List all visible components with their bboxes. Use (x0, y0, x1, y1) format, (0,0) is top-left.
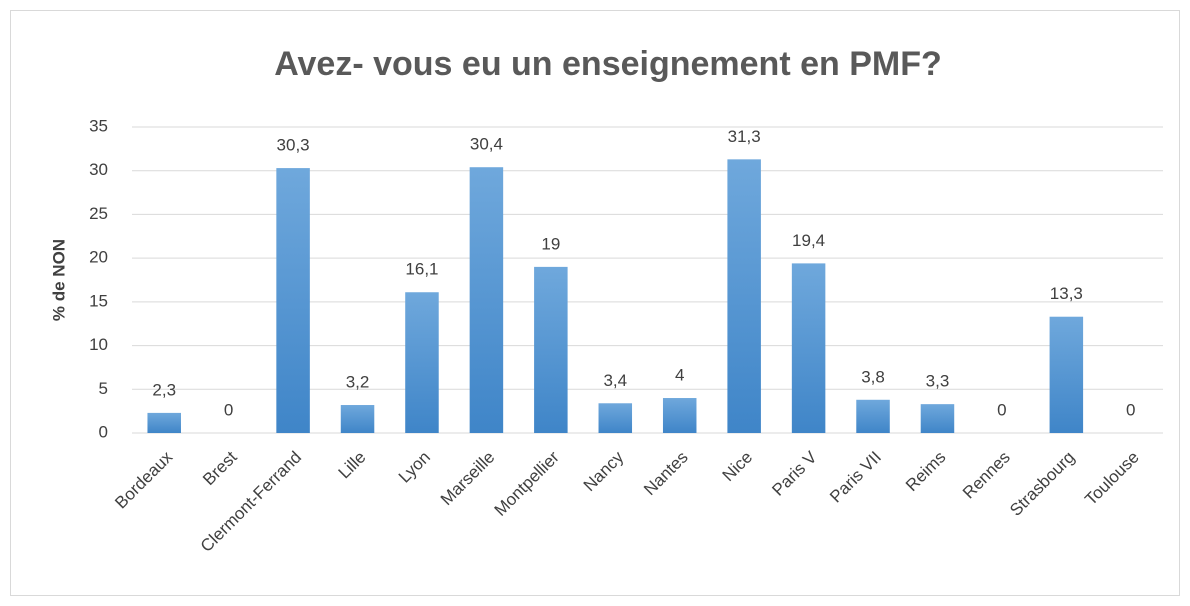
bar (856, 399, 890, 433)
bar (405, 292, 439, 433)
data-label: 4 (675, 366, 684, 385)
data-label: 31,3 (728, 127, 761, 146)
data-label: 3,4 (603, 371, 627, 390)
data-label: 30,4 (470, 135, 503, 154)
bar (727, 159, 761, 433)
y-tick-label: 30 (89, 160, 108, 179)
chart-border (10, 10, 1180, 596)
data-label: 16,1 (405, 260, 438, 279)
bar (662, 398, 697, 433)
data-label: 19 (541, 234, 560, 253)
y-tick-label: 0 (99, 422, 108, 441)
data-label: 3,8 (861, 367, 885, 386)
y-tick-label: 5 (99, 379, 108, 398)
bar (340, 405, 375, 433)
data-label: 0 (1126, 400, 1135, 419)
bar (276, 168, 310, 433)
data-label: 0 (997, 400, 1006, 419)
y-tick-label: 15 (89, 291, 108, 310)
data-label: 13,3 (1050, 284, 1083, 303)
chart-title: Avez- vous eu un enseignement en PMF? (274, 45, 942, 83)
bar (469, 167, 504, 433)
y-tick-label: 25 (89, 204, 108, 223)
y-tick-label: 35 (89, 116, 108, 135)
y-tick-label: 20 (89, 248, 108, 267)
bar (1049, 316, 1084, 433)
data-label: 3,3 (926, 372, 950, 391)
data-label: 2,3 (152, 380, 176, 399)
y-tick-label: 10 (89, 335, 108, 354)
data-label: 19,4 (792, 231, 825, 250)
data-label: 30,3 (277, 136, 310, 155)
data-label: 3,2 (346, 373, 370, 392)
bar (534, 266, 568, 433)
bar (598, 403, 633, 433)
y-axis-title: % de NON (49, 239, 68, 321)
bar (791, 263, 826, 433)
data-label: 0 (224, 400, 233, 419)
bar (920, 404, 955, 433)
bar (147, 412, 181, 433)
